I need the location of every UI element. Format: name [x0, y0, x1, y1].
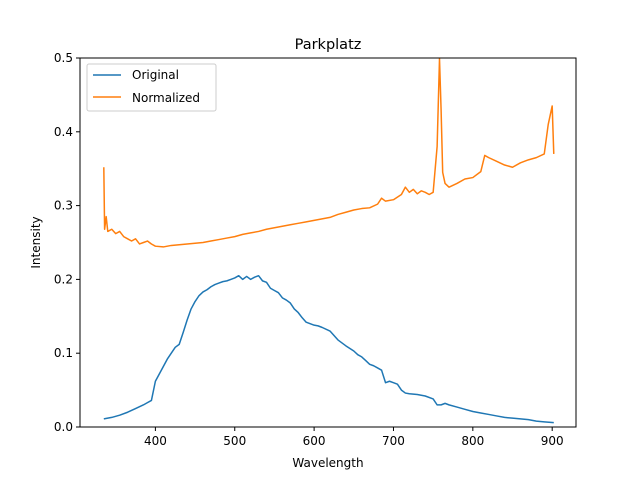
y-axis-label: Intensity — [29, 216, 43, 268]
x-tick-label: 500 — [223, 434, 246, 448]
plot-lines — [103, 57, 555, 424]
y-tick-label: 0.3 — [54, 199, 73, 213]
x-axis-label: Wavelength — [292, 456, 363, 470]
legend: Original Normalized — [86, 63, 217, 112]
x-tick-label: 400 — [144, 434, 167, 448]
plot-area-frame — [79, 57, 577, 428]
x-tick-label: 900 — [541, 434, 564, 448]
series-line-original — [103, 274, 554, 424]
y-axis-ticks: 0.0 0.1 0.2 0.3 0.4 0.5 — [54, 51, 80, 434]
y-tick-label: 0.4 — [54, 125, 73, 139]
y-tick-label: 0.2 — [54, 272, 73, 286]
y-tick-label: 0.1 — [54, 346, 73, 360]
chart-title: Parkplatz — [295, 37, 362, 53]
series-line-normalized — [103, 57, 555, 248]
x-axis-ticks: 400 500 600 700 800 900 — [144, 427, 564, 448]
x-tick-label: 700 — [382, 434, 405, 448]
legend-label-normalized: Normalized — [132, 91, 200, 105]
y-tick-label: 0.5 — [54, 51, 73, 65]
x-tick-label: 600 — [303, 434, 326, 448]
x-tick-label: 800 — [461, 434, 484, 448]
legend-label-original: Original — [132, 68, 179, 82]
y-tick-label: 0.0 — [54, 420, 73, 434]
